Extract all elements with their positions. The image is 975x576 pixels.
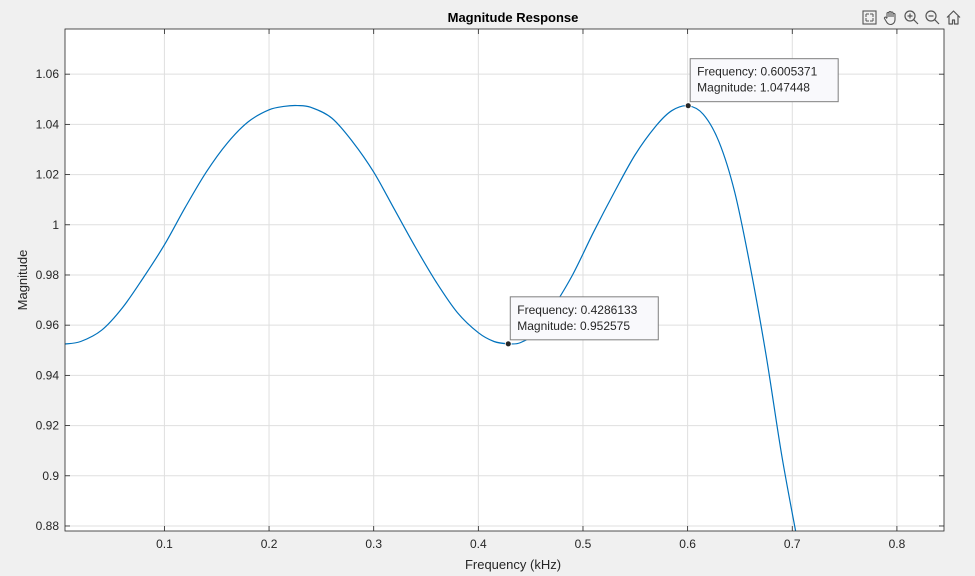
axes-toolbar (860, 7, 963, 27)
datatip-marker[interactable] (504, 340, 512, 348)
x-tick-label: 0.1 (156, 537, 173, 551)
y-tick-label: 0.88 (36, 519, 60, 533)
x-tick-label: 0.3 (365, 537, 382, 551)
y-tick-label: 1.02 (36, 168, 60, 182)
datatip-marker[interactable] (684, 102, 692, 110)
x-tick-labels: 0.1 0.2 0.3 0.4 0.5 0.6 0.7 0.8 (156, 537, 906, 551)
datatip-box (509, 296, 659, 341)
y-tick-label: 0.92 (36, 419, 60, 433)
y-tick-label: 0.96 (36, 318, 60, 332)
plot-lines (65, 104, 798, 541)
x-tick-label: 0.4 (470, 537, 487, 551)
datatip[interactable]: Frequency: 0.4286133 Magnitude: 0.952575 (504, 296, 659, 348)
chart-title: Magnitude Response (448, 10, 579, 25)
restore-view-icon[interactable] (860, 8, 879, 27)
datatip[interactable]: Frequency: 0.6005371 Magnitude: 1.047448 (684, 58, 839, 110)
y-tick-label: 1 (52, 218, 59, 232)
y-tick-labels: 0.88 0.9 0.92 0.94 0.96 0.98 1 1.02 1.04 1.06 (36, 67, 60, 533)
y-tick-label: 0.98 (36, 268, 60, 282)
x-tick-label: 0.2 (261, 537, 278, 551)
y-tick-label: 1.06 (36, 67, 60, 81)
axes-box (64, 28, 945, 532)
datatip-magnitude: Magnitude: 0.952575 (517, 319, 630, 333)
x-tick-label: 0.7 (784, 537, 801, 551)
magnitude-series-line[interactable] (65, 104, 798, 541)
zoom-out-icon[interactable] (923, 8, 942, 27)
y-tick-label: 0.94 (36, 368, 60, 382)
grid (65, 29, 944, 531)
y-axis-label: Magnitude (15, 250, 30, 311)
datatip-frequency: Frequency: 0.4286133 (517, 303, 637, 317)
zoom-in-icon[interactable] (902, 8, 921, 27)
datatip-frequency: Frequency: 0.6005371 (697, 65, 817, 79)
x-tick-label: 0.6 (679, 537, 696, 551)
datatip-box (689, 58, 839, 103)
x-axis-label: Frequency (kHz) (465, 557, 561, 572)
ticks (65, 29, 944, 531)
y-tick-label: 0.9 (42, 469, 59, 483)
x-tick-label: 0.5 (575, 537, 592, 551)
pan-hand-icon[interactable] (881, 8, 900, 27)
x-tick-label: 0.8 (889, 537, 906, 551)
y-tick-label: 1.04 (36, 117, 60, 131)
datatip-magnitude: Magnitude: 1.047448 (697, 81, 810, 95)
home-icon[interactable] (944, 8, 963, 27)
axes-area[interactable] (65, 29, 944, 531)
